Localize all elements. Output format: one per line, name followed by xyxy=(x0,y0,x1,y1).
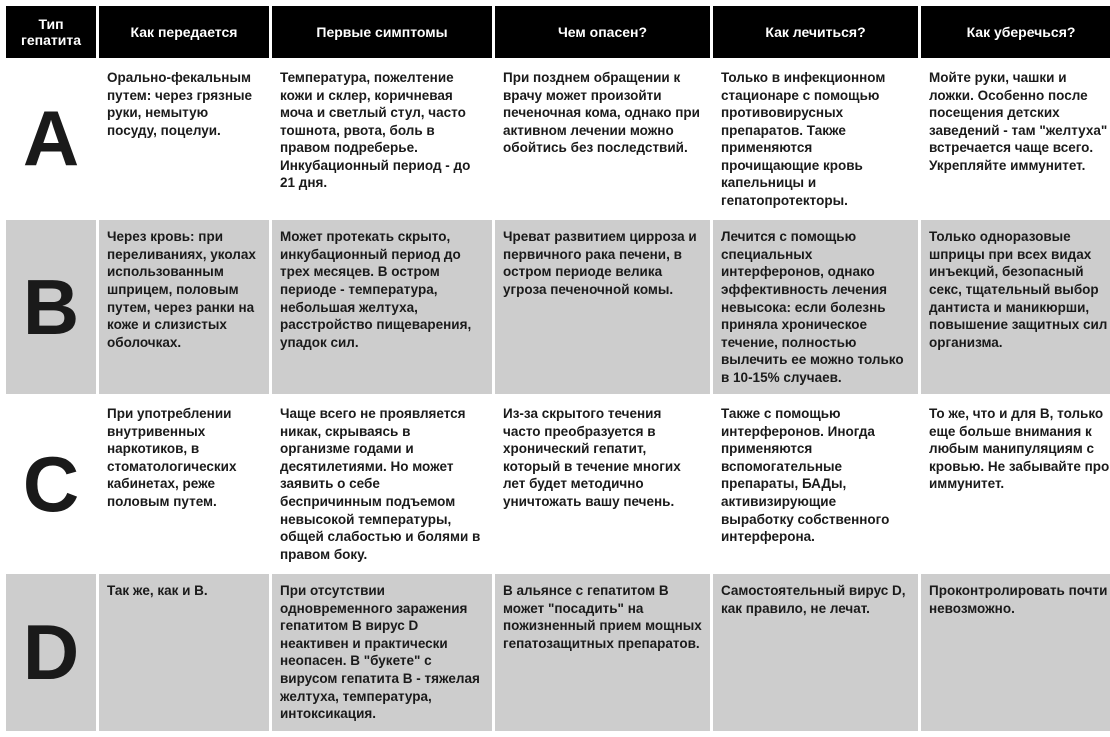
col-header-1: Как передается xyxy=(99,6,269,58)
table-row: СПри употреблении внутривенных наркотико… xyxy=(6,397,1110,571)
table-header-row: Тип гепатитаКак передаетсяПервые симптом… xyxy=(6,6,1110,58)
col-header-5: Как уберечься? xyxy=(921,6,1110,58)
cell: Только в инфекционном стационаре с помощ… xyxy=(713,61,918,217)
cell: Из-за скрытого течения часто преобразует… xyxy=(495,397,710,571)
table-row: ВЧерез кровь: при переливаниях, уколах и… xyxy=(6,220,1110,394)
cell: Проконтролировать почти невозможно. xyxy=(921,574,1110,730)
type-cell-С: С xyxy=(6,397,96,571)
cell: То же, что и для В, только еще больше вн… xyxy=(921,397,1110,571)
cell: Самостоятельный вирус D, как правило, не… xyxy=(713,574,918,730)
cell: Через кровь: при переливаниях, уколах ис… xyxy=(99,220,269,394)
cell: Температура, пожелтение кожи и склер, ко… xyxy=(272,61,492,217)
table-row: АОрально-фекальным путем: через грязные … xyxy=(6,61,1110,217)
type-cell-В: В xyxy=(6,220,96,394)
col-header-0: Тип гепатита xyxy=(6,6,96,58)
cell: Так же, как и В. xyxy=(99,574,269,730)
cell: В альянсе с гепатитом В может "посадить"… xyxy=(495,574,710,730)
col-header-4: Как лечиться? xyxy=(713,6,918,58)
cell: Только одноразовые шприцы при всех видах… xyxy=(921,220,1110,394)
col-header-3: Чем опасен? xyxy=(495,6,710,58)
cell: Может протекать скрыто, инкубационный пе… xyxy=(272,220,492,394)
cell: При отсутствии одновременного заражения … xyxy=(272,574,492,730)
cell: Также с помощью интерферонов. Иногда при… xyxy=(713,397,918,571)
col-header-2: Первые симптомы xyxy=(272,6,492,58)
cell: Лечится с помощью специальных интерферон… xyxy=(713,220,918,394)
cell: Орально-фекальным путем: через грязные р… xyxy=(99,61,269,217)
table-row: DТак же, как и В.При отсутствии одноврем… xyxy=(6,574,1110,730)
cell: При позднем обращении к врачу может прои… xyxy=(495,61,710,217)
cell: Мойте руки, чашки и ложки. Особенно посл… xyxy=(921,61,1110,217)
type-cell-D: D xyxy=(6,574,96,730)
cell: Чреват развитием цирроза и первичного ра… xyxy=(495,220,710,394)
type-cell-А: А xyxy=(6,61,96,217)
hepatitis-table: Тип гепатитаКак передаетсяПервые симптом… xyxy=(3,3,1110,734)
cell: Чаще всего не проявляется никак, скрывая… xyxy=(272,397,492,571)
cell: При употреблении внутривенных наркотиков… xyxy=(99,397,269,571)
